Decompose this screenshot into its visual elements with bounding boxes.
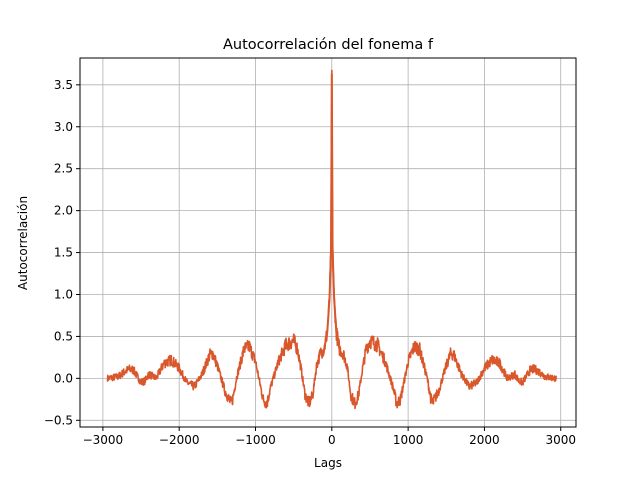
- chart-title: Autocorrelación del fonema f: [223, 37, 434, 53]
- x-tick-label: −1000: [235, 433, 276, 447]
- y-tick-label: 3.0: [54, 120, 73, 134]
- x-tick-label: −2000: [159, 433, 200, 447]
- data-line-layer: [106, 69, 557, 410]
- y-tick-label: 2.5: [54, 162, 73, 176]
- y-tick-label: 3.5: [54, 78, 73, 92]
- y-axis-label: Autocorrelación: [16, 196, 30, 290]
- x-axis-ticks: −3000 −2000 −1000 0 1000 2000 3000: [83, 427, 576, 447]
- y-tick-label: −0.5: [44, 413, 73, 427]
- x-tick-label: −3000: [83, 433, 124, 447]
- x-axis-label: Lags: [314, 456, 342, 470]
- plot-frame: [79, 57, 577, 428]
- x-tick-label: 0: [328, 433, 336, 447]
- y-axis-ticks: −0.5 0.0 0.5 1.0 1.5 2.0 2.5 3.0 3.5: [44, 78, 80, 427]
- y-tick-label: 0.5: [54, 329, 73, 343]
- grid: [80, 58, 576, 427]
- x-tick-label: 3000: [545, 433, 576, 447]
- y-tick-label: 0.0: [54, 371, 73, 385]
- central-peak-line: [323, 73, 341, 350]
- x-tick-label: 1000: [393, 433, 424, 447]
- y-tick-label: 1.0: [54, 287, 73, 301]
- series-line: [106, 69, 557, 410]
- y-tick-label: 2.0: [54, 204, 73, 218]
- x-tick-label: 2000: [469, 433, 500, 447]
- y-tick-label: 1.5: [54, 246, 73, 260]
